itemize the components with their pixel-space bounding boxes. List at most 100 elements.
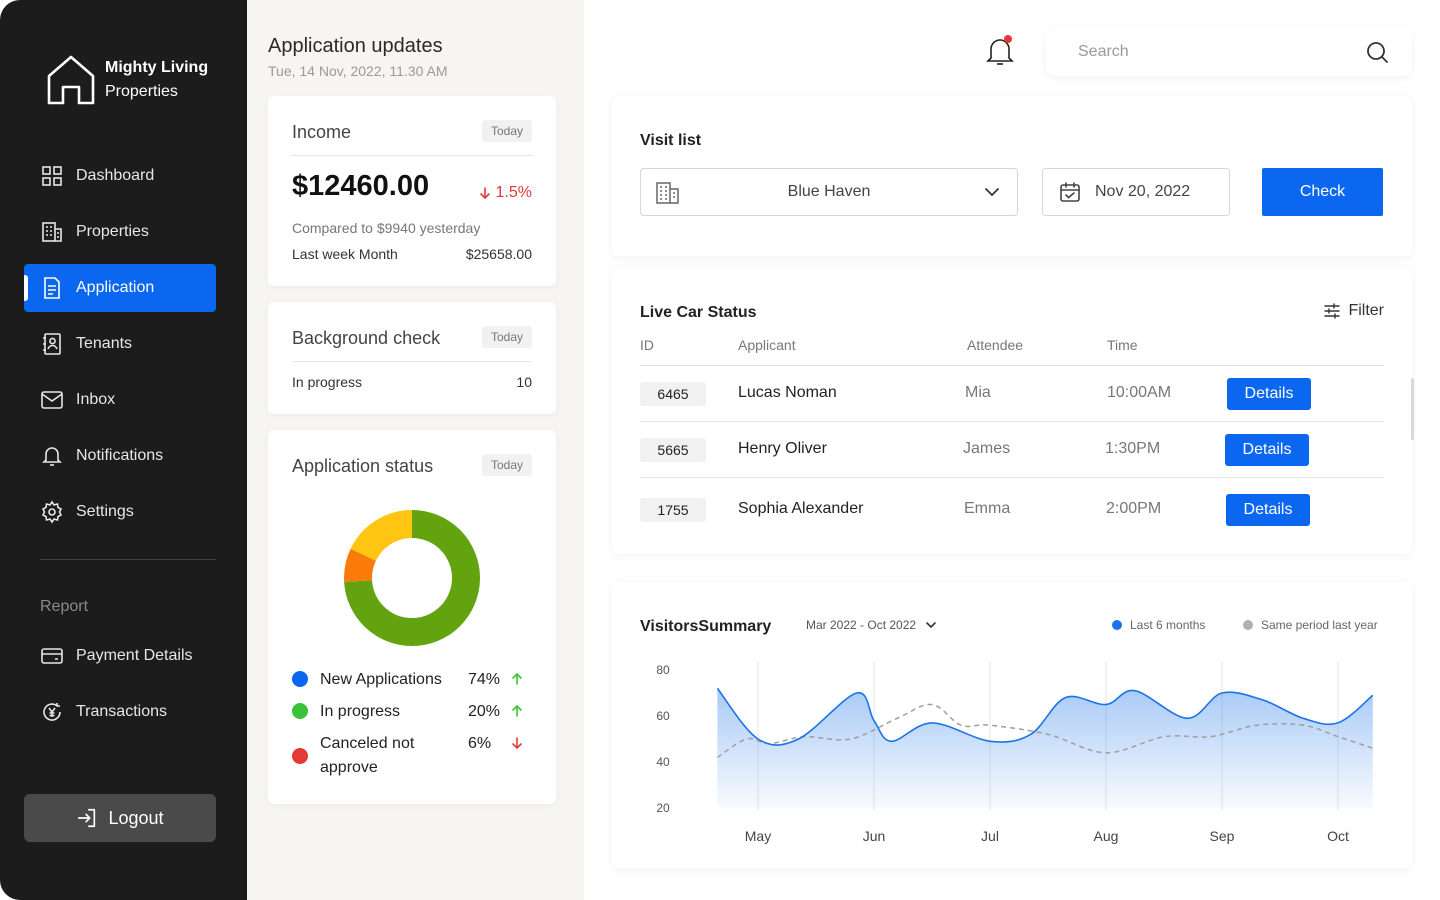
property-select[interactable]: Blue Haven <box>640 168 1018 216</box>
income-last-row: Last week Month $25658.00 <box>292 246 532 262</box>
y-tick-label: 80 <box>656 663 670 677</box>
sidebar-item-tenants[interactable]: Tenants <box>24 320 216 368</box>
row-time: 10:00AM <box>1107 384 1172 401</box>
search-icon[interactable] <box>1366 41 1388 63</box>
logout-label: Logout <box>108 807 164 828</box>
search-bar <box>1046 28 1412 76</box>
visitors-summary-panel: VisitorsSummary Mar 2022 - Oct 2022 Last… <box>612 582 1412 868</box>
legend-dot <box>1112 620 1122 630</box>
filter-label: Filter <box>1348 302 1384 319</box>
sidebar-item-payment-details[interactable]: Payment Details <box>24 632 216 680</box>
search-input[interactable] <box>1046 28 1346 76</box>
property-select-value: Blue Haven <box>787 183 871 200</box>
visitors-summary-title: VisitorsSummary <box>640 618 772 635</box>
sidebar-item-label: Transactions <box>76 703 167 720</box>
table-row[interactable]: 5665 Henry Oliver James 1:30PM Details <box>640 422 1384 478</box>
logout-button[interactable]: Logout <box>24 794 216 842</box>
sidebar-item-notifications[interactable]: Notifications <box>24 432 216 480</box>
table-row[interactable]: 6465 Lucas Noman Mia 10:00AM Details <box>640 366 1384 422</box>
background-check-card: Background check Today In progress 10 <box>268 302 556 414</box>
visit-date-picker[interactable]: Nov 20, 2022 <box>1042 168 1230 216</box>
legend-label: Canceled not approve <box>320 735 415 776</box>
table-scrollbar[interactable] <box>1411 378 1414 440</box>
x-tick-label: Aug <box>1094 828 1119 844</box>
legend-in-progress: In progress 20% <box>292 700 532 724</box>
row-id: 1755 <box>640 498 706 522</box>
sidebar-item-settings[interactable]: Settings <box>24 488 216 536</box>
y-tick-label: 60 <box>656 709 670 723</box>
building-icon <box>656 182 679 204</box>
visit-list-panel: Visit list Blue Haven Nov 20, 2022 Check <box>612 96 1412 256</box>
column-header-attendee: Attendee <box>967 337 1024 353</box>
yen-icon <box>43 703 61 721</box>
chevron-down-icon <box>926 622 936 628</box>
income-title: Income <box>292 122 352 142</box>
notification-bell-icon[interactable] <box>984 34 1016 68</box>
sidebar-item-application[interactable]: Application <box>24 264 216 312</box>
legend-dot <box>292 703 308 719</box>
arrow-up-icon <box>512 672 522 685</box>
application-status-donut <box>344 510 480 646</box>
background-check-label: In progress <box>292 374 363 390</box>
application-status-title: Application status <box>292 456 434 476</box>
y-tick-label: 20 <box>656 801 670 815</box>
application-status-badge: Today <box>481 454 532 476</box>
row-attendee: James <box>963 440 1011 457</box>
updates-title: Application updates <box>268 35 443 57</box>
arrow-down-icon <box>479 187 490 200</box>
calendar-icon <box>1060 182 1080 202</box>
filter-button[interactable]: Filter <box>1324 302 1384 320</box>
legend-percent: 20% <box>468 703 501 720</box>
legend-dot <box>292 748 308 764</box>
row-attendee: Emma <box>964 500 1011 517</box>
visit-date-value: Nov 20, 2022 <box>1095 183 1191 200</box>
brand-logo[interactable]: Mighty Living Properties <box>46 54 208 106</box>
date-range-dropdown[interactable]: Mar 2022 - Oct 2022 <box>806 618 938 632</box>
legend-same-period-last-year: Same period last year <box>1243 618 1378 632</box>
income-amount: $12460.00 <box>292 170 430 202</box>
sidebar-item-label: Properties <box>76 223 149 240</box>
report-section-label: Report <box>40 598 89 615</box>
sidebar-item-dashboard[interactable]: Dashboard <box>24 152 216 200</box>
application-updates-panel: Application updates Tue, 14 Nov, 2022, 1… <box>247 0 584 900</box>
sidebar-item-properties[interactable]: Properties <box>24 208 216 256</box>
sidebar-item-inbox[interactable]: Inbox <box>24 376 216 424</box>
table-row[interactable]: 1755 Sophia Alexander Emma 2:00PM Detail… <box>640 478 1384 534</box>
donut-segment <box>344 510 480 646</box>
row-time: 2:00PM <box>1106 500 1162 517</box>
background-check-row: In progress 10 <box>292 374 532 390</box>
background-check-value: 10 <box>516 374 532 390</box>
legend-dot <box>1243 620 1253 630</box>
visitors-chart: May Jun Jul Aug Sep Oct 80 60 40 20 <box>656 662 1374 844</box>
background-check-title: Background check <box>292 328 441 348</box>
contacts-icon <box>43 333 61 355</box>
gear-icon <box>41 500 63 524</box>
donut-segment <box>344 510 480 646</box>
sidebar-item-label: Tenants <box>76 335 133 352</box>
legend-label: Same period last year <box>1261 618 1378 632</box>
sidebar-item-label: Inbox <box>76 391 116 408</box>
legend-label: In progress <box>320 703 401 720</box>
series-area-last-6-months <box>717 688 1373 808</box>
x-tick-label: Oct <box>1327 828 1349 844</box>
column-header-applicant: Applicant <box>738 337 796 353</box>
visit-list-title: Visit list <box>640 132 702 149</box>
sidebar: Mighty Living Properties Dashboard Prope… <box>0 0 247 900</box>
column-header-time: Time <box>1107 337 1138 353</box>
sidebar-item-transactions[interactable]: Transactions <box>24 688 216 736</box>
y-tick-label: 40 <box>656 755 670 769</box>
details-button[interactable]: Details <box>1225 434 1309 466</box>
legend-percent: 74% <box>468 671 501 688</box>
dashboard-icon <box>42 166 62 186</box>
details-button[interactable]: Details <box>1227 378 1311 410</box>
sidebar-item-label: Dashboard <box>76 167 155 184</box>
sidebar-item-label: Payment Details <box>76 647 193 664</box>
series-line-last-6-months <box>716 687 1374 746</box>
column-header-id: ID <box>640 337 654 353</box>
check-button[interactable]: Check <box>1262 168 1383 216</box>
details-button[interactable]: Details <box>1226 494 1310 526</box>
x-tick-label: Sep <box>1210 828 1235 844</box>
x-tick-label: Jun <box>863 828 886 844</box>
income-change: 1.5% <box>478 184 532 202</box>
filter-sliders-icon <box>1324 303 1341 319</box>
